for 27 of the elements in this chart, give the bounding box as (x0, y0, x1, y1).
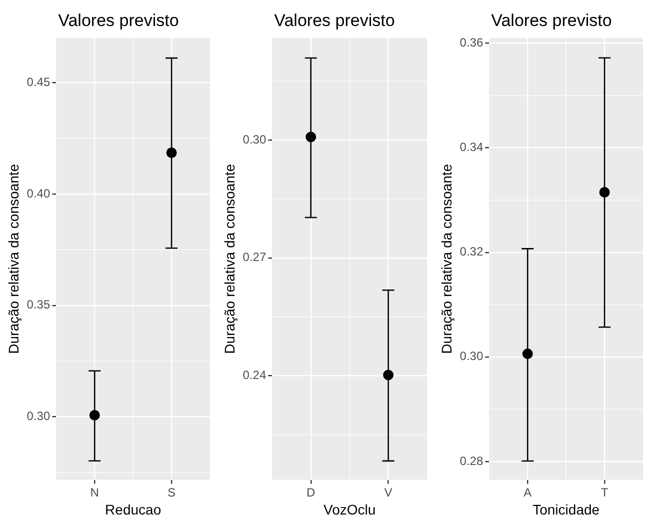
y-axis-title: Duração relativa da consoante (5, 164, 22, 354)
y-tick-label: 0.28 (460, 454, 484, 468)
chart-title: Valores previsto (274, 11, 395, 30)
y-tick-label: 0.40 (26, 186, 50, 200)
y-tick-label: 0.30 (242, 132, 266, 146)
x-tick-label: N (90, 485, 99, 500)
y-tick-label: 0.27 (242, 250, 266, 264)
x-tick-label: A (524, 485, 532, 500)
x-axis-title: VozOclu (324, 501, 376, 518)
y-tick-label: 0.30 (460, 349, 484, 364)
y-tick-label: 0.32 (460, 244, 484, 259)
x-axis-title: Reducao (105, 501, 162, 518)
chart-title: Valores previsto (58, 11, 179, 30)
x-tick-label: S (168, 485, 176, 500)
x-tick-label: T (600, 485, 609, 500)
y-tick-label: 0.36 (460, 36, 484, 50)
y-tick-label: 0.24 (242, 368, 266, 382)
x-tick-label: D (306, 485, 316, 500)
x-axis-title: Tonicidade (532, 501, 600, 518)
y-axis-title: Duração relativa da consoante (221, 164, 238, 354)
y-tick-label: 0.45 (26, 74, 50, 89)
chart-title: Valores previsto (491, 11, 612, 30)
y-axis-title: Duração relativa da consoante (438, 164, 454, 354)
y-tick-label: 0.30 (26, 409, 50, 424)
y-tick-label: 0.34 (460, 140, 484, 154)
x-tick-label: V (384, 485, 392, 500)
y-tick-label: 0.35 (26, 298, 50, 312)
